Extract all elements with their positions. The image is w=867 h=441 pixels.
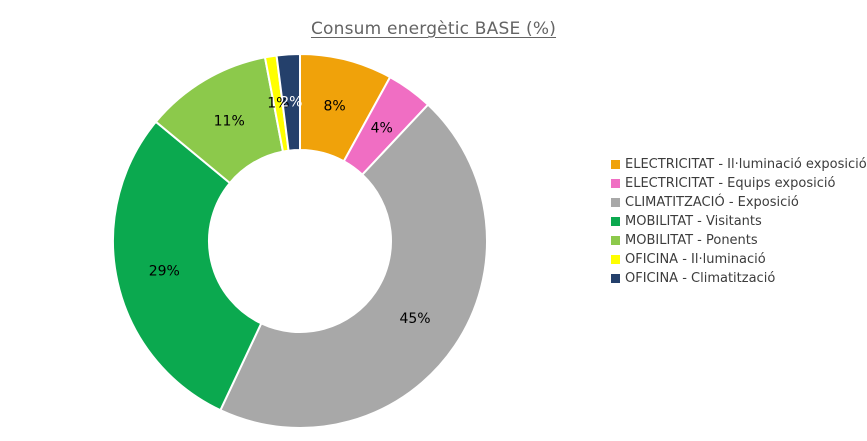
data-label: 8% xyxy=(323,98,345,114)
legend-swatch-icon xyxy=(611,179,620,188)
legend-label: OFICINA - Climatització xyxy=(625,271,776,286)
legend-swatch-icon xyxy=(611,255,620,264)
legend-item-mobilitat-visitants[interactable]: MOBILITAT - Visitants xyxy=(611,212,867,231)
donut-slice-oficina-climatitzaci[interactable] xyxy=(275,52,301,152)
legend-label: ELECTRICITAT - Il·luminació exposició xyxy=(625,157,867,172)
legend-swatch-icon xyxy=(611,217,620,226)
legend-label: MOBILITAT - Ponents xyxy=(625,233,758,248)
legend-item-electricitat-equips-exposici[interactable]: ELECTRICITAT - Equips exposició xyxy=(611,174,867,193)
data-label: 1% xyxy=(267,96,289,112)
legend-item-climatitzaci-exposici[interactable]: CLIMATITZACIÓ - Exposició xyxy=(611,193,867,212)
data-label: 11% xyxy=(214,113,245,129)
data-label: 2% xyxy=(280,94,302,110)
donut-slice-mobilitat-visitants[interactable] xyxy=(112,120,263,412)
legend-label: ELECTRICITAT - Equips exposició xyxy=(625,176,836,191)
legend-item-mobilitat-ponents[interactable]: MOBILITAT - Ponents xyxy=(611,231,867,250)
legend-label: CLIMATITZACIÓ - Exposició xyxy=(625,195,799,210)
legend-item-electricitat-il-luminaci-exposici[interactable]: ELECTRICITAT - Il·luminació exposició xyxy=(611,155,867,174)
legend-swatch-icon xyxy=(611,198,620,207)
chart-title: Consum energètic BASE (%) xyxy=(310,19,557,39)
donut-slice-climatitzaci-exposici[interactable] xyxy=(219,103,488,429)
legend-item-oficina-climatitzaci[interactable]: OFICINA - Climatització xyxy=(611,269,867,288)
data-label: 29% xyxy=(149,263,180,279)
chart-legend: ELECTRICITAT - Il·luminació exposició ELE… xyxy=(611,155,867,288)
legend-swatch-icon xyxy=(611,236,620,245)
data-label: 4% xyxy=(371,121,393,137)
legend-swatch-icon xyxy=(611,160,620,169)
data-label: 45% xyxy=(399,311,430,327)
legend-label: MOBILITAT - Visitants xyxy=(625,214,762,229)
legend-item-oficina-il-luminaci[interactable]: OFICINA - Il·luminació xyxy=(611,250,867,269)
legend-swatch-icon xyxy=(611,274,620,283)
legend-label: OFICINA - Il·luminació xyxy=(625,252,766,267)
